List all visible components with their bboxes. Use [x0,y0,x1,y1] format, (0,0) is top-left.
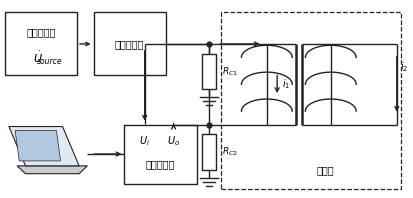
Polygon shape [9,127,79,166]
Bar [202,54,216,89]
Text: 信号发生器: 信号发生器 [26,28,55,38]
Text: $i_1$: $i_1$ [281,77,290,91]
Text: $\dot{U}$: $\dot{U}$ [33,50,43,65]
Text: source: source [37,57,63,66]
Text: 数据采集卡: 数据采集卡 [145,160,175,170]
Text: $i_2$: $i_2$ [399,61,407,74]
Bar [221,12,400,189]
Text: $R_{C2}$: $R_{C2}$ [222,146,238,158]
Polygon shape [17,166,87,174]
Text: $U_o$: $U_o$ [167,134,180,148]
Bar [93,12,165,75]
Polygon shape [15,130,60,161]
Bar [202,134,216,170]
Bar [124,125,196,184]
Bar [5,12,77,75]
Text: 功率放大器: 功率放大器 [115,39,144,49]
Text: $U_i$: $U_i$ [139,134,150,148]
Text: $R_{C1}$: $R_{C1}$ [222,65,238,78]
Text: 变压器: 变压器 [316,165,334,175]
